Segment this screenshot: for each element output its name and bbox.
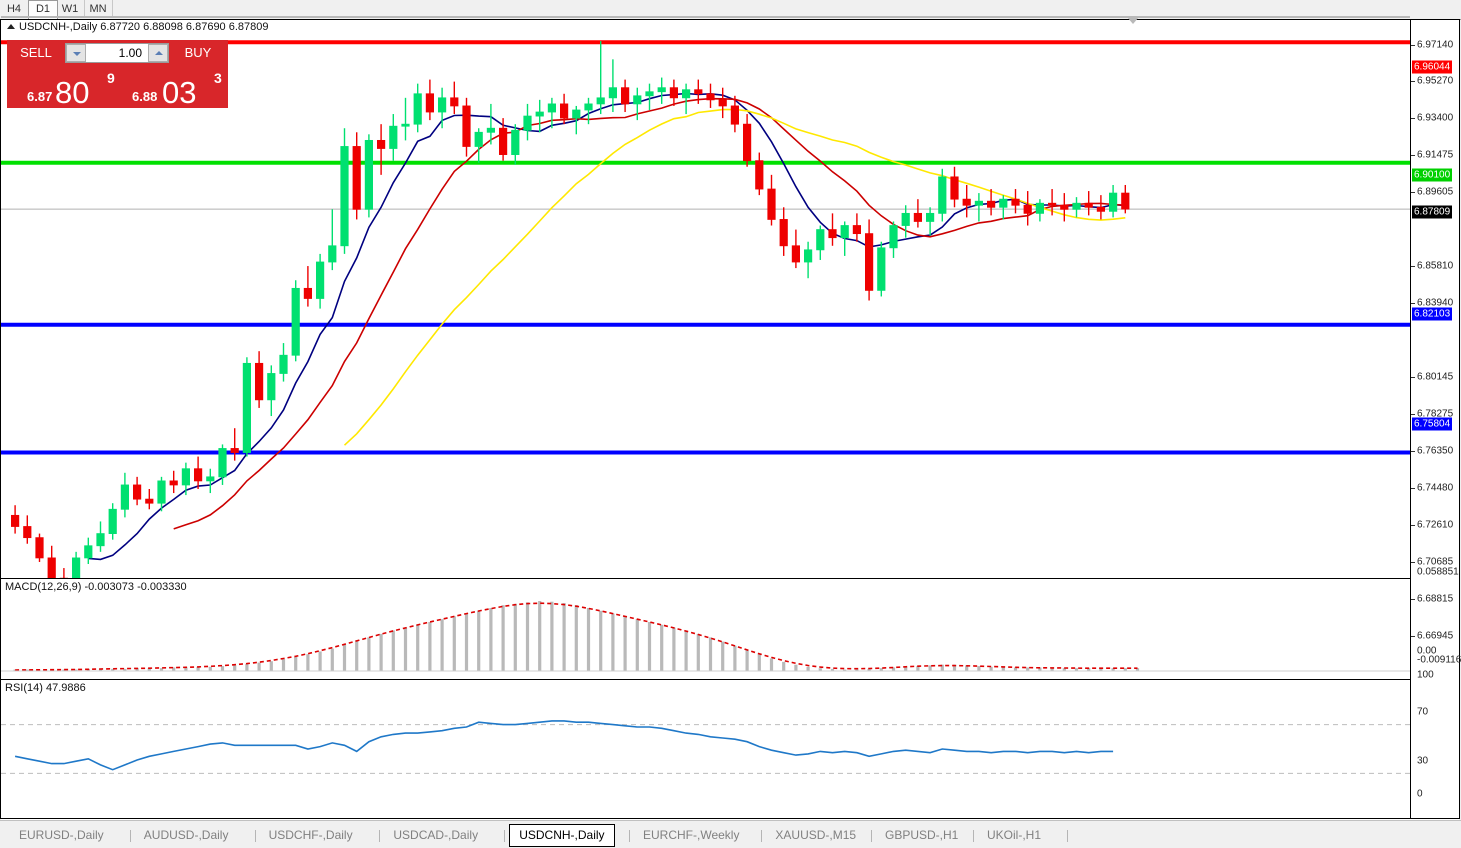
price-scale-tick [1411,303,1415,304]
pane-divider-rsi [1,679,1410,680]
chart-tab-gbpusd-h1[interactable]: GBPUSD-,H1 [885,828,959,842]
chart-title: USDCNH-,Daily 6.87720 6.88098 6.87690 6.… [19,21,269,33]
buy-price-prefix: 6.88 [132,89,158,104]
sell-price-prefix: 6.87 [27,89,53,104]
chevron-down-icon [73,52,81,56]
chart-tab-usdchf-daily[interactable]: USDCHF-,Daily [268,828,353,842]
price-scale-label-blue: 6.75804 [1412,417,1453,431]
price-scale-label: 6.83940 [1417,297,1454,309]
price-scale-tick [1411,599,1415,600]
chart-tab-eurchf-weekly[interactable]: EURCHF-,Weekly [643,828,740,842]
price-scale-label: 6.95270 [1417,75,1454,87]
price-scale-label: 6.89605 [1417,186,1454,198]
pane-divider-macd [1,578,1410,579]
volume-value: 1.00 [118,46,142,60]
price-scale-label-green: 6.90100 [1412,168,1453,182]
price-scale-label: 6.72610 [1417,519,1454,531]
tab-separator [254,830,256,842]
chart-tab-eurusd-daily[interactable]: EURUSD-,Daily [19,828,104,842]
buy-price-big: 03 [162,75,197,110]
macd-label: MACD(12,26,9) -0.003073 -0.003330 [5,581,187,593]
volume-input[interactable]: 1.00 [65,43,169,63]
sell-price-big: 80 [55,75,90,110]
price-scale-label: 6.91475 [1417,149,1454,161]
price-scale-tick [1411,118,1415,119]
volume-decrement-button[interactable] [66,44,86,62]
price-scale-label: 6.97140 [1417,39,1454,51]
tab-separator [1067,830,1069,842]
chart-tab-xauusd-m15[interactable]: XAUUSD-,M15 [775,828,857,842]
chart-tab-usdcnh-daily[interactable]: USDCNH-,Daily [509,824,615,847]
price-pane [1,34,1410,578]
chart-frame: USDCNH-,Daily 6.87720 6.88098 6.87690 6.… [0,16,1461,838]
rsi-label: RSI(14) 47.9886 [5,682,86,694]
tab-separator [379,830,381,842]
chart-tab-bar: EURUSD-,Daily AUDUSD-,Daily USDCHF-,Daily U… [0,820,1461,848]
price-scale-tick [1411,192,1415,193]
chart-title-row: USDCNH-,Daily 6.87720 6.88098 6.87690 6.… [1,20,1459,34]
macd-chart-svg [1,601,1410,672]
indicator-scale-label: 0.00 [1417,645,1437,657]
buy-button[interactable]: BUY [173,42,223,64]
price-scale-label-black: 6.87809 [1412,205,1453,219]
chevron-up-icon [155,51,163,55]
price-scale-tick [1411,81,1415,82]
price-scale-tick [1411,562,1415,563]
sell-button[interactable]: SELL [11,42,61,64]
price-scale[interactable]: 6.97140 6.96044 6.95270 6.93400 6.91475 6.901… [1410,20,1461,818]
price-scale-tick [1411,266,1415,267]
price-scale-tick [1411,451,1415,452]
price-scale-tick [1411,414,1415,415]
buy-price-fraction: 3 [214,70,222,86]
price-scale-tick [1411,488,1415,489]
timeframe-tab-w1[interactable]: W1 [56,0,85,18]
price-scale-label: 6.74480 [1417,482,1454,494]
price-scale-label: 6.66945 [1417,630,1454,642]
one-click-trading-panel: SELL 1.00 BUY 6.87 80 9 6.88 [7,40,228,108]
tab-separator [871,830,872,842]
price-scale-label: 6.68815 [1417,593,1454,605]
price-scale-tick [1411,525,1415,526]
tab-separator [761,830,763,842]
price-scale-label-blue: 6.82103 [1412,307,1453,321]
price-scale-label: 6.80145 [1417,371,1454,383]
chart-tab-ukoil-h1[interactable]: UKOil-,H1 [987,828,1042,842]
price-scale-label-red: 6.96044 [1412,60,1453,74]
indicator-scale-label: 70 [1417,706,1429,718]
price-scale-tick [1411,377,1415,378]
price-scale-label: 6.85810 [1417,260,1454,272]
price-scale-tick [1411,45,1415,46]
toolbar-divider [112,0,113,18]
price-scale-tick [1411,155,1415,156]
rsi-pane: RSI(14) 47.9886 [1,680,1410,818]
price-scale-label: 6.93400 [1417,112,1454,124]
indicator-scale-label: 0 [1417,788,1423,800]
sell-price-display[interactable]: 6.87 80 9 [9,68,116,108]
rsi-chart-svg [1,720,1410,774]
volume-increment-button[interactable] [148,44,168,62]
tab-separator [129,830,131,842]
price-chart-svg [1,40,1410,578]
chart-tab-audusd-daily[interactable]: AUDUSD-,Daily [143,828,229,842]
indicator-scale-label: -0.009116 [1417,654,1461,666]
chart-position-marker-icon [1127,17,1139,24]
chart-scrollbar[interactable] [1,16,1410,18]
indicator-scale-label: 30 [1417,755,1429,767]
chart-tab-usdcad-daily[interactable]: USDCAD-,Daily [393,828,479,842]
collapse-triangle-icon[interactable] [7,24,15,29]
price-scale-label: 6.70685 [1417,556,1454,568]
price-scale-label: 6.78275 [1417,408,1454,420]
indicator-scale-label: 100 [1417,669,1434,681]
macd-pane: MACD(12,26,9) -0.003073 -0.003330 [1,579,1410,679]
indicator-scale-label: 0.058851 [1417,566,1459,578]
tab-separator [973,830,974,842]
trade-panel-top-row: SELL 1.00 BUY [7,40,228,66]
price-scale-label: 6.76350 [1417,445,1454,457]
buy-price-display[interactable]: 6.88 03 3 [120,68,227,108]
tab-separator [629,830,630,842]
price-scale-tick [1411,636,1415,637]
tab-separator [504,830,506,842]
sell-price-fraction: 9 [107,70,115,86]
